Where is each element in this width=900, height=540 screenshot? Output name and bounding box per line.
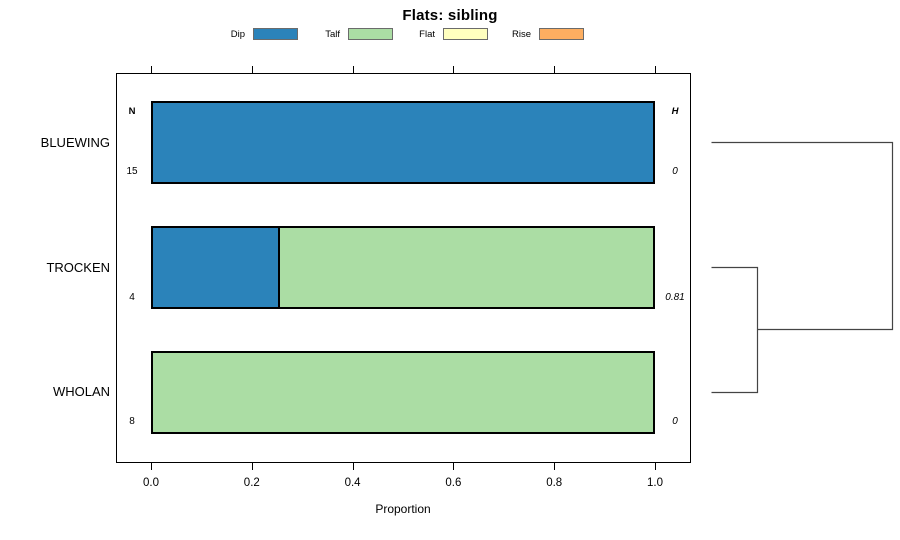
n-value-trocken: 4 bbox=[129, 292, 135, 303]
x-tick bbox=[352, 66, 354, 73]
category-label-wholan: WHOLAN bbox=[52, 384, 110, 399]
h-value-wholan: 0 bbox=[672, 416, 678, 427]
bar-segment-talf bbox=[153, 353, 653, 432]
dendrogram-lines bbox=[711, 141, 894, 394]
x-tick bbox=[251, 463, 253, 470]
category-label-bluewing: BLUEWING bbox=[40, 135, 110, 150]
x-tick-label: 0.4 bbox=[344, 477, 361, 489]
x-tick-label: 0.2 bbox=[243, 477, 260, 489]
legend-swatch-rise bbox=[539, 28, 584, 40]
legend-item-flat: Flat bbox=[393, 26, 488, 42]
bar-trocken bbox=[151, 226, 655, 309]
x-tick-label: 0.8 bbox=[546, 477, 563, 489]
legend-swatch-dip bbox=[253, 28, 298, 40]
bar-segment-dip bbox=[153, 103, 653, 182]
x-tick bbox=[453, 463, 455, 470]
n-value-bluewing: 15 bbox=[126, 166, 138, 177]
legend-label-dip: Dip bbox=[230, 28, 245, 40]
bar-segment-dip bbox=[153, 228, 278, 307]
chart-title: Flats: sibling bbox=[402, 7, 498, 24]
category-label-trocken: TROCKEN bbox=[46, 260, 110, 275]
bar-segment-talf bbox=[278, 228, 653, 307]
x-tick bbox=[554, 66, 556, 73]
legend-label-rise: Rise bbox=[511, 28, 531, 40]
legend-item-dip: Dip bbox=[203, 26, 298, 42]
plot-area bbox=[116, 73, 691, 463]
x-tick bbox=[151, 463, 152, 470]
h-value-trocken: 0.81 bbox=[665, 292, 685, 303]
h-value-bluewing: 0 bbox=[672, 166, 678, 177]
legend-item-talf: Talf bbox=[298, 26, 393, 42]
bar-wholan bbox=[151, 351, 655, 434]
x-tick bbox=[352, 463, 354, 470]
legend-swatch-talf bbox=[348, 28, 393, 40]
x-tick bbox=[251, 66, 253, 73]
x-axis-label: Proportion bbox=[375, 502, 431, 516]
x-tick bbox=[151, 66, 152, 73]
n-column-header: N bbox=[128, 106, 136, 117]
h-column-header: H bbox=[671, 106, 679, 117]
legend-item-rise: Rise bbox=[489, 26, 584, 42]
bar-bluewing bbox=[151, 101, 655, 184]
x-tick bbox=[453, 66, 455, 73]
legend-label-talf: Talf bbox=[325, 28, 340, 40]
legend-swatch-flat bbox=[443, 28, 488, 40]
x-tick-label: 0.6 bbox=[445, 477, 462, 489]
x-tick-label: 1.0 bbox=[647, 477, 663, 489]
n-value-wholan: 8 bbox=[129, 416, 135, 427]
x-tick bbox=[655, 463, 656, 470]
legend-label-flat: Flat bbox=[419, 28, 435, 40]
x-tick bbox=[655, 66, 656, 73]
x-tick-label: 0.0 bbox=[143, 477, 159, 489]
x-tick bbox=[554, 463, 556, 470]
